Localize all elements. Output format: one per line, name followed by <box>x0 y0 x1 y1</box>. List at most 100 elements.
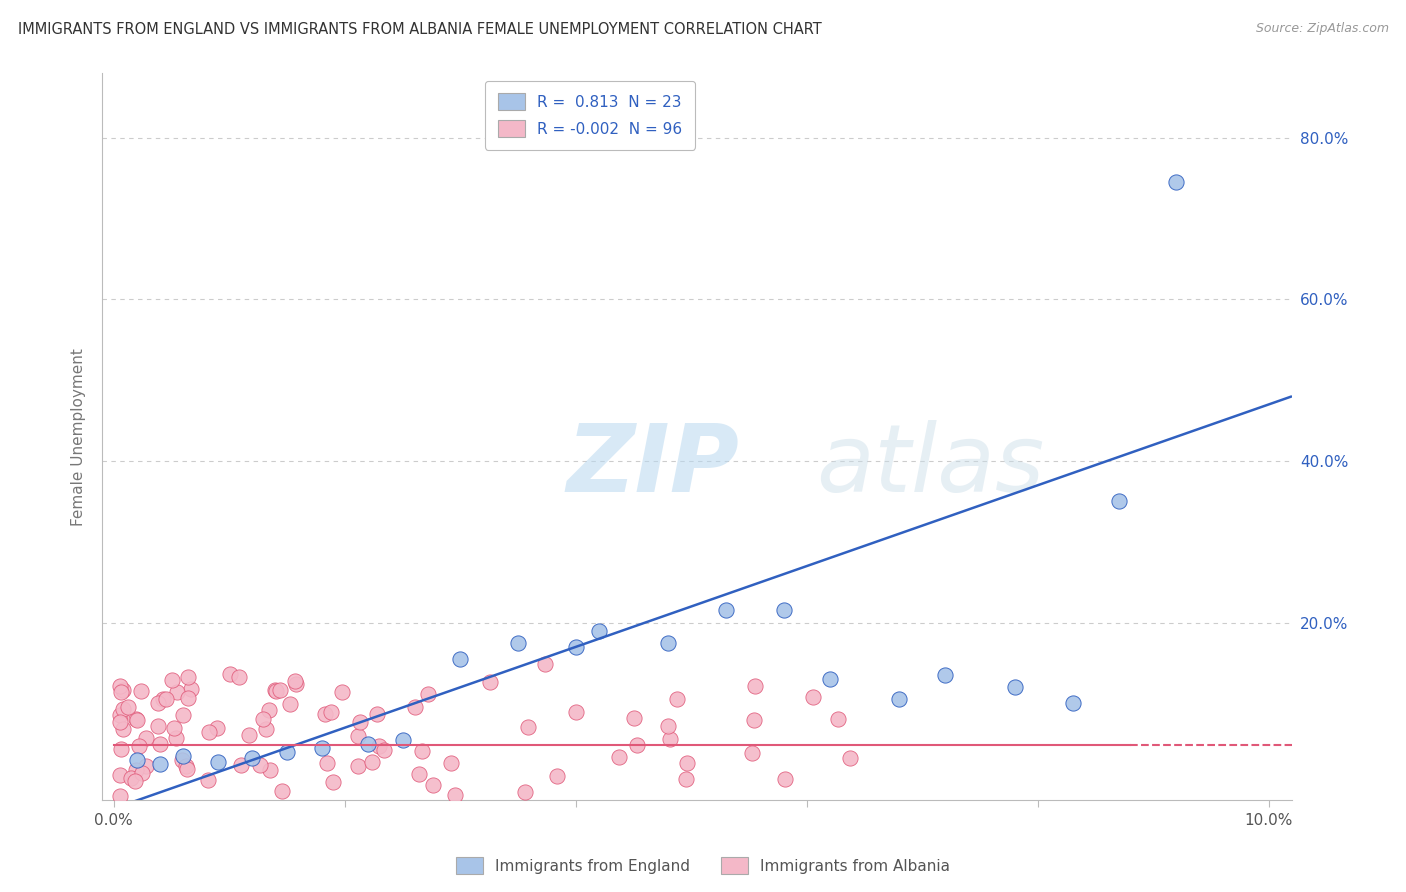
Point <box>172 707 194 722</box>
Point <box>675 772 697 786</box>
Point <box>449 652 471 666</box>
Point <box>373 742 395 756</box>
Point <box>146 719 169 733</box>
Point <box>349 714 371 729</box>
Point <box>125 712 148 726</box>
Point <box>657 719 679 733</box>
Point <box>254 722 277 736</box>
Point <box>264 683 287 698</box>
Point <box>478 675 501 690</box>
Point <box>818 672 841 686</box>
Y-axis label: Female Unemployment: Female Unemployment <box>72 348 86 525</box>
Point <box>773 772 796 786</box>
Point <box>111 683 134 698</box>
Point <box>744 679 766 693</box>
Point <box>108 715 131 730</box>
Point <box>162 721 184 735</box>
Point <box>165 731 187 745</box>
Point <box>319 705 342 719</box>
Point <box>772 603 794 617</box>
Point <box>440 756 463 770</box>
Text: Source: ZipAtlas.com: Source: ZipAtlas.com <box>1256 22 1389 36</box>
Point <box>1062 697 1084 711</box>
Point <box>311 740 333 755</box>
Point <box>149 757 172 772</box>
Point <box>125 753 148 767</box>
Point <box>322 774 344 789</box>
Point <box>801 690 824 705</box>
Point <box>205 722 228 736</box>
Point <box>934 668 956 682</box>
Point <box>228 670 250 684</box>
Point <box>135 759 157 773</box>
Point <box>174 759 197 773</box>
Point <box>131 766 153 780</box>
Point <box>666 692 689 706</box>
Point <box>534 657 557 672</box>
Point <box>367 739 389 753</box>
Point <box>219 666 242 681</box>
Point <box>146 696 169 710</box>
Point <box>152 691 174 706</box>
Point <box>744 713 766 727</box>
Point <box>120 771 142 785</box>
Point <box>506 636 529 650</box>
Point <box>198 725 221 739</box>
Legend: R =  0.813  N = 23, R = -0.002  N = 96: R = 0.813 N = 23, R = -0.002 N = 96 <box>485 80 695 150</box>
Point <box>270 784 292 798</box>
Point <box>1004 680 1026 694</box>
Point <box>315 756 337 770</box>
Point <box>1166 175 1188 189</box>
Point <box>229 757 252 772</box>
Point <box>177 670 200 684</box>
Point <box>125 713 148 727</box>
Point <box>108 679 131 693</box>
Point <box>422 778 444 792</box>
Point <box>623 711 645 725</box>
Point <box>411 744 433 758</box>
Point <box>110 741 132 756</box>
Point <box>676 756 699 770</box>
Text: atlas: atlas <box>815 420 1045 511</box>
Point <box>172 753 194 767</box>
Point <box>110 684 132 698</box>
Point <box>257 703 280 717</box>
Point <box>741 746 763 760</box>
Point <box>416 687 439 701</box>
Point <box>117 700 139 714</box>
Point <box>108 708 131 723</box>
Text: IMMIGRANTS FROM ENGLAND VS IMMIGRANTS FROM ALBANIA FEMALE UNEMPLOYMENT CORRELATI: IMMIGRANTS FROM ENGLAND VS IMMIGRANTS FR… <box>18 22 823 37</box>
Point <box>197 772 219 787</box>
Point <box>607 749 630 764</box>
Point <box>135 731 157 745</box>
Point <box>166 685 188 699</box>
Point <box>172 749 194 764</box>
Point <box>269 682 291 697</box>
Point <box>659 731 682 746</box>
Point <box>278 697 301 711</box>
Point <box>657 636 679 650</box>
Point <box>516 720 538 734</box>
Point <box>714 603 737 617</box>
Point <box>249 758 271 772</box>
Point <box>408 767 430 781</box>
Point <box>366 706 388 721</box>
Point <box>391 732 413 747</box>
Point <box>838 751 860 765</box>
Point <box>565 706 588 720</box>
Point <box>347 729 370 743</box>
Point <box>252 712 274 726</box>
Point <box>125 763 148 777</box>
Point <box>1108 494 1130 508</box>
Point <box>207 755 229 769</box>
Point <box>160 673 183 687</box>
Point <box>124 773 146 788</box>
Point <box>357 737 380 751</box>
Point <box>176 762 198 776</box>
Point <box>361 755 384 769</box>
Point <box>108 789 131 804</box>
Point <box>588 624 610 638</box>
Point <box>513 785 536 799</box>
Point <box>285 676 308 690</box>
Point <box>330 684 353 698</box>
